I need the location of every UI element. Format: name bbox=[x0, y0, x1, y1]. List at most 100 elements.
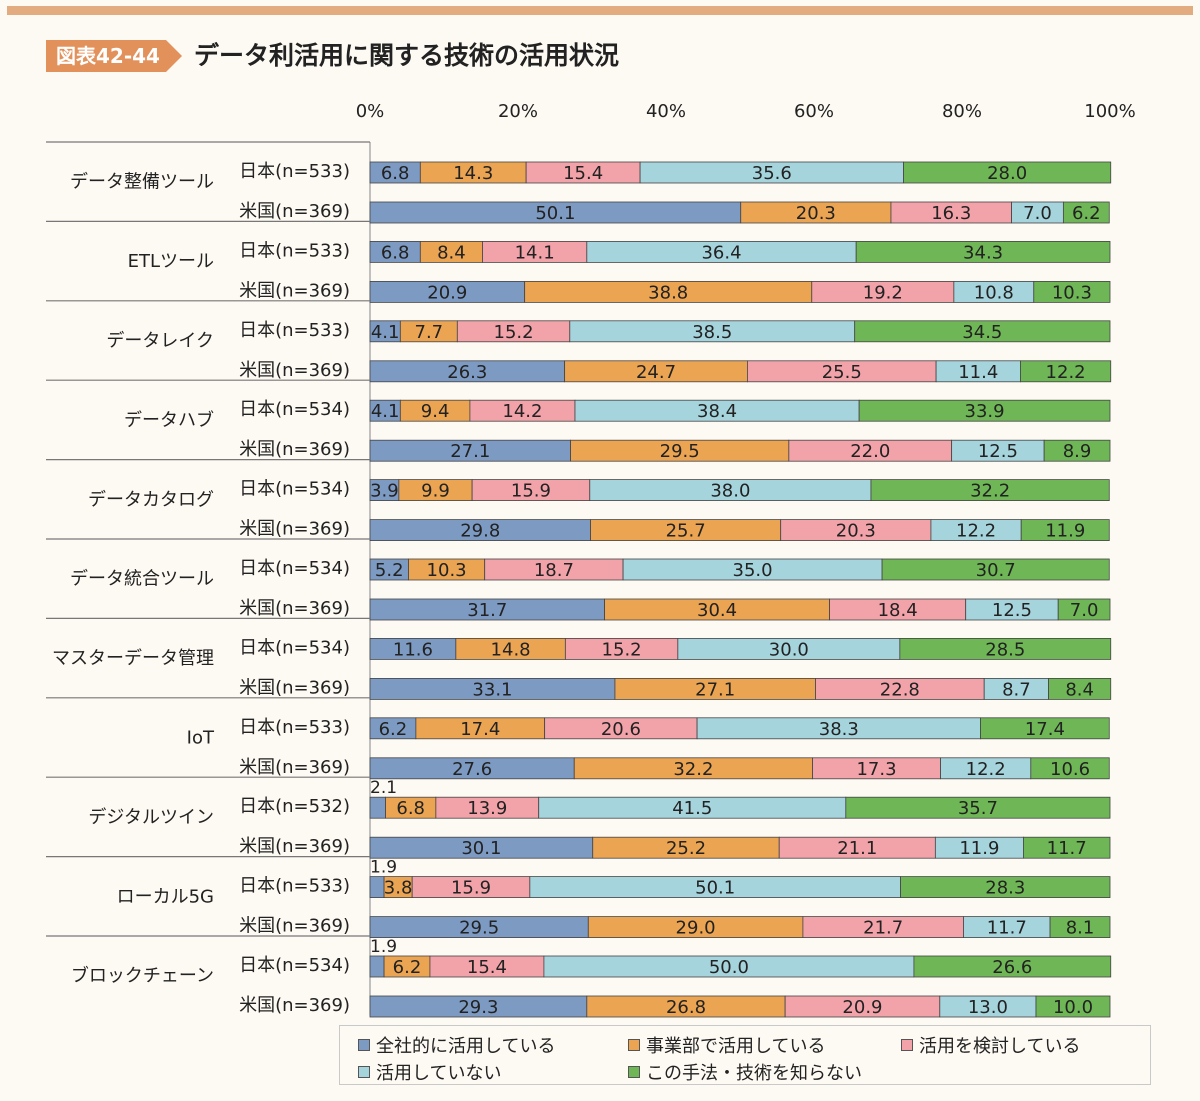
data-label: 10.3 bbox=[1052, 282, 1092, 303]
x-tick-label: 80% bbox=[942, 101, 982, 122]
legend-item: 活用を検討している bbox=[901, 1032, 1080, 1058]
group-label: マスターデータ管理 bbox=[52, 648, 214, 669]
data-label: 8.1 bbox=[1066, 918, 1095, 939]
bar-segment bbox=[870, 479, 1110, 502]
data-label: 50.1 bbox=[535, 203, 575, 224]
row-label: 日本(n=533) bbox=[239, 717, 350, 738]
data-label: 27.1 bbox=[695, 679, 735, 700]
bar-segment bbox=[369, 955, 385, 978]
row-label: 日本(n=534) bbox=[239, 955, 350, 976]
data-label: 17.3 bbox=[856, 759, 896, 780]
legend: 全社的に活用している 事業部で活用している 活用を検討している 活用していない … bbox=[339, 1025, 1151, 1085]
x-tick-label: 20% bbox=[498, 101, 538, 122]
data-label: 20.9 bbox=[427, 282, 467, 303]
data-label: 34.3 bbox=[963, 242, 1003, 263]
data-label: 6.8 bbox=[381, 242, 410, 263]
bar-segment bbox=[1057, 598, 1111, 621]
data-label: 38.0 bbox=[710, 481, 750, 502]
data-label: 7.0 bbox=[1023, 203, 1052, 224]
bar-segment bbox=[369, 796, 386, 819]
data-label: 8.4 bbox=[437, 242, 466, 263]
data-label: 7.7 bbox=[415, 322, 444, 343]
figure-tag: 図表42-44 bbox=[46, 40, 182, 72]
data-label: 13.9 bbox=[467, 798, 507, 819]
data-label: 34.5 bbox=[962, 322, 1002, 343]
data-label: 30.7 bbox=[976, 560, 1016, 581]
data-label: 10.6 bbox=[1050, 759, 1090, 780]
chart-title: データ利活用に関する技術の活用状況 bbox=[194, 41, 620, 70]
row-label: 米国(n=369) bbox=[239, 916, 350, 937]
data-label: 15.9 bbox=[511, 481, 551, 502]
bar-segment bbox=[854, 320, 1111, 343]
row-label: 日本(n=533) bbox=[239, 876, 350, 897]
x-tick-label: 60% bbox=[794, 101, 834, 122]
row-label: 米国(n=369) bbox=[239, 201, 350, 222]
bar-segment bbox=[913, 955, 1112, 978]
data-label: 29.5 bbox=[459, 918, 499, 939]
data-label: 20.6 bbox=[601, 719, 641, 740]
data-label: 11.9 bbox=[959, 838, 999, 859]
data-label: 13.0 bbox=[968, 997, 1008, 1018]
data-label: 26.3 bbox=[447, 362, 487, 383]
bar-segment bbox=[899, 638, 1112, 660]
data-label: 32.2 bbox=[673, 759, 713, 780]
bar-segment bbox=[858, 399, 1111, 422]
data-label: 15.2 bbox=[494, 322, 534, 343]
x-tick-label: 40% bbox=[646, 101, 686, 122]
data-label: 21.7 bbox=[863, 918, 903, 939]
group-label: ブロックチェーン bbox=[71, 965, 214, 987]
data-label: 6.8 bbox=[396, 798, 425, 819]
data-label: 14.2 bbox=[502, 401, 542, 422]
legend-label: 活用していない bbox=[376, 1063, 502, 1084]
legend-swatch bbox=[628, 1066, 640, 1078]
bar-segment bbox=[1048, 678, 1112, 700]
data-label: 12.2 bbox=[1046, 362, 1086, 383]
data-label: 35.0 bbox=[733, 560, 773, 581]
data-label: 9.9 bbox=[421, 481, 450, 502]
data-label: 15.4 bbox=[563, 163, 603, 184]
data-label: 8.4 bbox=[1065, 679, 1094, 700]
data-label: 10.0 bbox=[1053, 997, 1093, 1018]
legend-label: 全社的に活用している bbox=[376, 1036, 556, 1057]
legend-swatch bbox=[628, 1039, 640, 1051]
bar-segment bbox=[855, 240, 1111, 263]
bar-segment bbox=[1049, 916, 1111, 938]
data-label: 11.7 bbox=[987, 918, 1027, 939]
data-label: 26.8 bbox=[666, 997, 706, 1018]
legend-item: 全社的に活用している bbox=[358, 1032, 555, 1058]
row-label: 米国(n=369) bbox=[239, 598, 350, 619]
data-label: 11.6 bbox=[393, 639, 433, 660]
data-label: 31.7 bbox=[467, 600, 507, 621]
x-tick-label: 100% bbox=[1084, 101, 1135, 122]
group-label: デジタルツイン bbox=[88, 807, 214, 828]
data-label: 41.5 bbox=[672, 798, 712, 819]
legend-item: 事業部で活用している bbox=[628, 1032, 825, 1058]
row-label: 米国(n=369) bbox=[239, 836, 350, 857]
legend-item: この手法・技術を知らない bbox=[628, 1059, 862, 1085]
row-label: 日本(n=533) bbox=[239, 161, 350, 182]
data-label: 38.3 bbox=[819, 719, 859, 740]
data-label: 32.2 bbox=[970, 481, 1010, 502]
data-label: 50.0 bbox=[709, 957, 749, 978]
bar-segment bbox=[845, 796, 1111, 819]
data-label: 35.7 bbox=[958, 798, 998, 819]
bar-segment bbox=[903, 161, 1112, 184]
data-label: 7.0 bbox=[1070, 600, 1099, 621]
data-label: 28.3 bbox=[985, 878, 1025, 899]
row-label: 日本(n=532) bbox=[239, 796, 350, 817]
group-label: IoT bbox=[187, 728, 215, 749]
data-label: 10.8 bbox=[974, 282, 1014, 303]
data-label: 36.4 bbox=[701, 242, 741, 263]
data-label: 9.4 bbox=[421, 401, 450, 422]
group-label: データレイク bbox=[106, 331, 214, 352]
group-label: データハブ bbox=[124, 409, 214, 431]
data-label: 17.4 bbox=[1025, 719, 1065, 740]
row-label: 日本(n=534) bbox=[239, 558, 350, 579]
top-rule bbox=[7, 6, 1193, 15]
legend-item: 活用していない bbox=[358, 1059, 501, 1085]
data-label: 30.0 bbox=[769, 639, 809, 660]
data-label: 38.5 bbox=[692, 322, 732, 343]
row-label: 米国(n=369) bbox=[239, 519, 350, 540]
data-label: 3.9 bbox=[370, 481, 399, 502]
